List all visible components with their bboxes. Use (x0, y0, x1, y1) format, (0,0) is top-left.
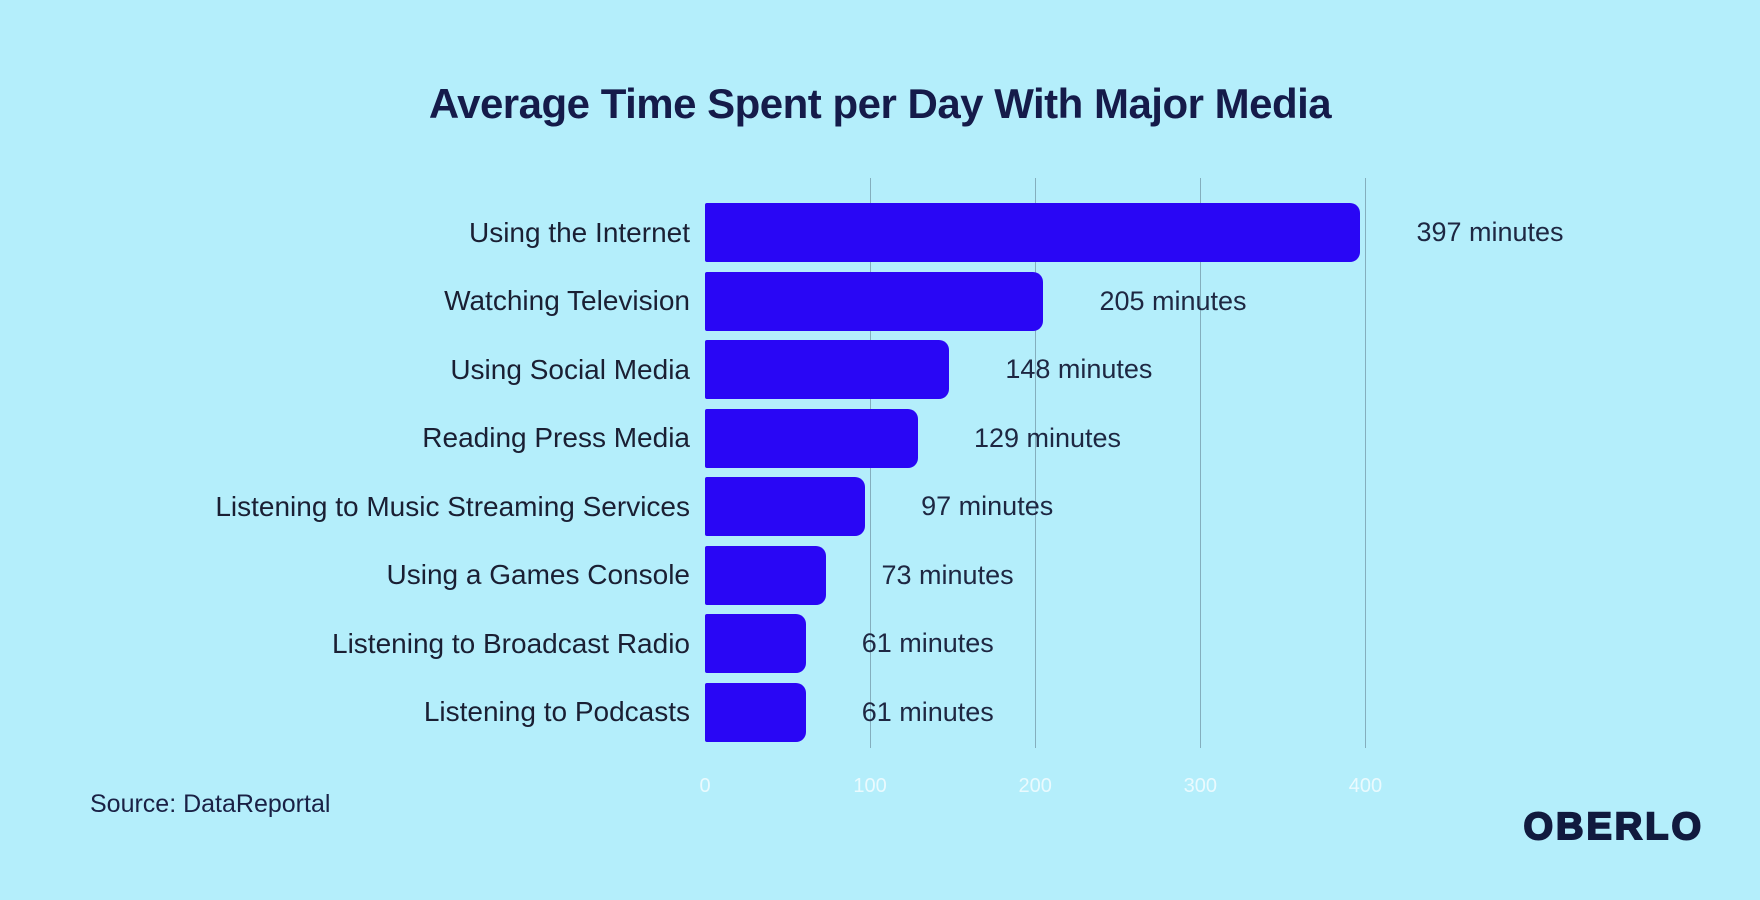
value-label: 129 minutes (973, 422, 1122, 453)
bar (705, 477, 866, 537)
bar-row: Watching Television 205 minutes (0, 271, 1760, 331)
category-label: Reading Press Media (422, 422, 690, 454)
x-tick-label: 300 (1183, 775, 1217, 797)
value-label: 61 minutes (861, 628, 994, 659)
bar-row: Reading Press Media 129 minutes (0, 408, 1760, 468)
bar-row: Using Social Media 148 minutes (0, 340, 1760, 400)
bar-row: Listening to Podcasts 61 minutes (0, 682, 1760, 742)
bar (705, 614, 806, 674)
category-label: Using a Games Console (386, 559, 690, 591)
value-label: 397 minutes (1416, 217, 1564, 247)
bar-row: Using the Internet 397 minutes (0, 203, 1760, 262)
value-label: 97 minutes (921, 491, 1054, 522)
gridline-200 (1035, 178, 1037, 748)
gridline-400 (1365, 178, 1367, 748)
brand-logo: OBERLO (1522, 805, 1704, 849)
value-label: 61 minutes (861, 696, 994, 727)
x-tick-label: 100 (853, 775, 887, 797)
bar (705, 408, 918, 468)
category-label: Listening to Podcasts (423, 696, 690, 728)
category-label: Listening to Broadcast Radio (332, 627, 690, 659)
category-label: Using the Internet (468, 216, 690, 248)
x-tick-label: 0 (699, 775, 711, 797)
bar-row: Listening to Broadcast Radio 61 minutes (0, 614, 1760, 674)
category-label: Listening to Music Streaming Services (215, 490, 690, 522)
page-title: Average Time Spent per Day With Major Me… (428, 80, 1332, 127)
x-tick-label: 200 (1018, 775, 1052, 797)
category-label: Using Social Media (450, 353, 690, 385)
category-label: Watching Television (444, 285, 690, 317)
bar-row: Listening to Music Streaming Services 97 … (0, 477, 1760, 537)
value-label: 73 minutes (881, 559, 1014, 590)
value-label: 205 minutes (1099, 285, 1247, 316)
gridline-300 (1200, 178, 1202, 748)
bar (705, 682, 806, 742)
bar (705, 340, 950, 400)
x-tick-label: 400 (1348, 775, 1383, 797)
bar (705, 203, 1361, 262)
bar (705, 271, 1044, 331)
bar (705, 545, 826, 605)
bar-row: Using a Games Console 73 minutes (0, 545, 1760, 605)
source-note: Source: DataReportal (90, 790, 331, 818)
value-label: 148 minutes (1005, 354, 1153, 385)
